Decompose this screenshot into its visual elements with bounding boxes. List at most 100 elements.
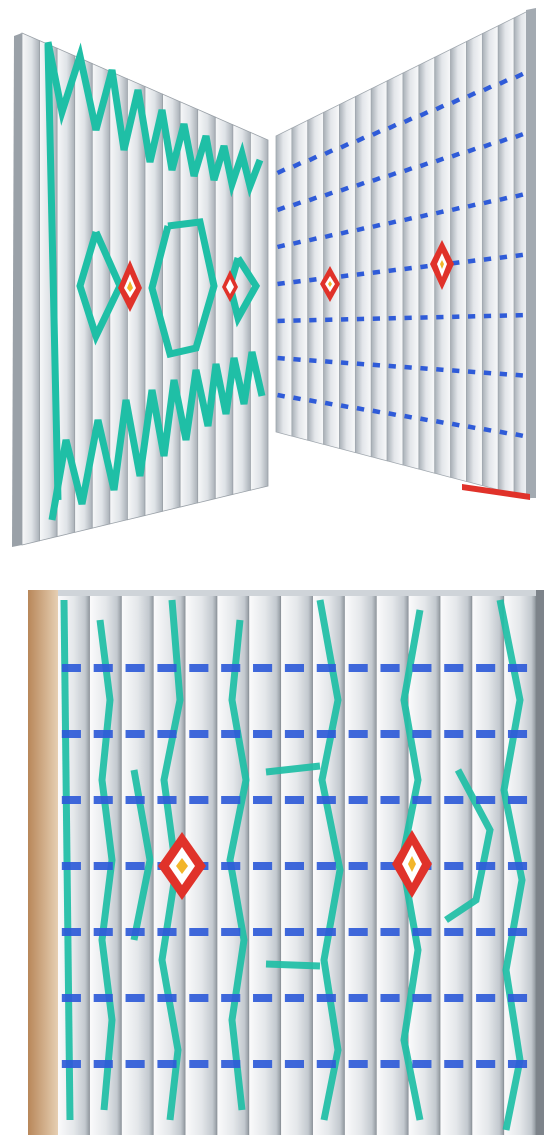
- front-blue-dash: [476, 1060, 496, 1068]
- right-blue-dash: [451, 368, 460, 374]
- front-blue-dash: [189, 1060, 209, 1068]
- front-blue-dash: [157, 1060, 177, 1068]
- right-blue-dash: [419, 212, 429, 219]
- front-blue-dash: [380, 664, 400, 672]
- front-wood-edge: [28, 590, 58, 1135]
- front-blue-dash: [253, 994, 273, 1002]
- front-blue-dash: [61, 862, 81, 870]
- front-blue-tape: [61, 664, 528, 1068]
- front-zigzag-b: [96, 619, 116, 1111]
- right-blue-dash: [435, 156, 445, 164]
- front-zigzag-e: [316, 599, 344, 1121]
- front-blue-dash: [380, 862, 400, 870]
- front-blue-dash: [221, 796, 241, 804]
- right-blue-dash: [483, 370, 492, 376]
- right-blue-dash: [340, 185, 350, 193]
- right-blue-dash: [435, 419, 444, 425]
- front-diamond-1: [158, 832, 206, 900]
- right-slats: [275, 9, 531, 499]
- front-blue-dash: [507, 994, 528, 1002]
- right-blue-dash: [467, 424, 476, 431]
- right-blue-dash: [435, 103, 445, 112]
- front-blue-dash: [348, 994, 368, 1002]
- front-blue-dash: [125, 862, 145, 870]
- front-blue-dash: [253, 1060, 273, 1068]
- front-blue-dash: [412, 664, 432, 672]
- left-turquoise-tape: [44, 41, 266, 521]
- right-blue-dash: [340, 141, 350, 150]
- right-blue-dash: [419, 161, 429, 169]
- right-blue-dash: [499, 429, 508, 436]
- front-blue-dash: [221, 664, 241, 672]
- right-blue-dash: [387, 171, 397, 178]
- right-blue-dash: [371, 129, 381, 137]
- front-blue-dash: [507, 664, 528, 672]
- right-blue-dash: [514, 132, 524, 139]
- front-bar-top: [265, 762, 321, 776]
- front-blue-dash: [157, 994, 177, 1002]
- right-blue-dash: [292, 239, 302, 246]
- right-blue-dash: [355, 135, 366, 144]
- front-blue-dash: [284, 862, 305, 870]
- right-red-base: [462, 484, 530, 500]
- right-blue-dash: [499, 195, 508, 202]
- front-blue-dash: [284, 928, 305, 936]
- front-blue-dash: [412, 1060, 432, 1068]
- front-blue-dash: [221, 862, 241, 870]
- right-blue-dash: [403, 215, 413, 223]
- front-blue-dash: [348, 730, 368, 738]
- front-blue-dash: [61, 796, 81, 804]
- right-blue-dash: [308, 398, 317, 404]
- front-blue-dash: [189, 730, 209, 738]
- front-blue-dash: [157, 730, 177, 738]
- right-blue-dash: [292, 395, 302, 402]
- front-blue-dash: [476, 994, 496, 1002]
- right-blue-dash: [356, 361, 365, 367]
- right-frame-edge: [526, 8, 536, 498]
- front-blue-dash: [316, 862, 336, 870]
- front-blue-dash: [284, 994, 305, 1002]
- front-blue-dash: [507, 862, 528, 870]
- front-top-edge: [58, 590, 536, 596]
- right-blue-dash: [514, 71, 524, 80]
- right-blue-dash: [499, 371, 508, 377]
- front-blue-dash: [157, 928, 177, 936]
- right-blue-dash: [467, 146, 477, 154]
- front-frame-right: [536, 590, 544, 1135]
- right-blue-dash: [482, 84, 493, 93]
- front-blue-dash: [380, 730, 400, 738]
- front-blue-dash: [316, 994, 336, 1002]
- frontal-view: [28, 590, 544, 1135]
- right-blue-dash: [419, 110, 429, 118]
- left-center-hexagon: [148, 218, 218, 359]
- right-blue-dash: [451, 151, 461, 159]
- right-blue-dash: [372, 222, 381, 229]
- front-blue-dash: [507, 796, 528, 804]
- front-blue-dash: [93, 1060, 113, 1068]
- right-blue-dash: [276, 205, 286, 213]
- front-blue-dash: [125, 928, 145, 936]
- right-blue-dash: [309, 358, 317, 364]
- front-blue-dash: [444, 730, 464, 738]
- front-blue-dash: [61, 730, 81, 738]
- front-blue-dash: [157, 796, 177, 804]
- front-blue-dash: [380, 928, 400, 936]
- front-blue-dash: [476, 928, 496, 936]
- front-blue-dash: [476, 730, 496, 738]
- front-blue-dash: [444, 796, 464, 804]
- front-zigzag-d: [226, 619, 250, 1111]
- front-blue-dash: [507, 928, 528, 936]
- front-blue-dash: [125, 664, 145, 672]
- front-blue-dash: [284, 796, 305, 804]
- front-blue-dash: [253, 664, 273, 672]
- left-zigzag-top: [44, 41, 264, 198]
- right-blue-dash: [451, 97, 461, 105]
- front-blue-dash: [253, 928, 273, 936]
- front-blue-dash: [348, 862, 368, 870]
- right-blue-dash: [388, 363, 397, 369]
- front-diamond-2: [392, 830, 432, 898]
- front-blue-dash: [316, 796, 336, 804]
- front-blue-dash: [284, 1060, 305, 1068]
- right-blue-dash: [372, 362, 381, 368]
